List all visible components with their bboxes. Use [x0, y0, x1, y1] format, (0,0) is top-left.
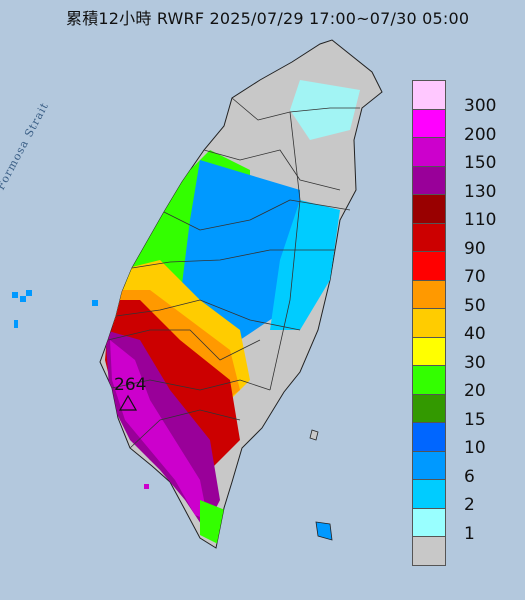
legend-label: 20 — [464, 381, 486, 401]
rainfall-overlay — [105, 80, 360, 545]
orchid-island — [315, 521, 333, 541]
legend-swatch — [412, 80, 446, 110]
legend-label: 70 — [464, 267, 486, 287]
legend-label: 15 — [464, 409, 486, 430]
legend-swatch — [412, 422, 446, 452]
legend-label: 30 — [464, 352, 486, 373]
legend-swatch — [412, 222, 446, 253]
legend-swatch — [412, 536, 446, 566]
legend-label: 1 — [464, 523, 475, 544]
peak-rain-value: 264 — [114, 375, 147, 395]
legend-swatch — [412, 251, 446, 281]
rain-zone-south-magenta — [110, 340, 208, 520]
legend-swatch — [412, 336, 446, 367]
legend-swatch — [412, 507, 446, 538]
legend-swatch — [412, 393, 446, 424]
legend-swatch — [412, 194, 446, 224]
legend-swatch — [412, 165, 446, 196]
legend-label: 150 — [464, 153, 497, 173]
legend-label: 10 — [464, 438, 486, 458]
rain-zone-central-blue — [180, 160, 300, 340]
rain-zone-far-south-green — [200, 500, 225, 545]
legend-label: 50 — [464, 295, 486, 316]
legend-label: 300 — [464, 96, 497, 116]
legend-label: 130 — [464, 181, 497, 202]
rain-zone-north-light — [290, 80, 360, 140]
legend-swatch — [412, 479, 446, 509]
map-title: 累積12小時 RWRF 2025/07/29 17:00~07/30 05:00 — [66, 9, 470, 28]
peak-rain-marker — [118, 394, 138, 411]
legend-label: 40 — [464, 324, 486, 344]
legend-swatch — [412, 365, 446, 395]
legend-swatch — [412, 279, 446, 310]
legend-label: 200 — [464, 124, 497, 145]
legend-label: 6 — [464, 466, 475, 487]
green-island — [309, 429, 319, 441]
legend-swatch — [412, 137, 446, 167]
rain-zone-east-cyan — [270, 200, 340, 330]
liuqiu-island — [144, 484, 149, 489]
legend-swatch — [412, 308, 446, 338]
legend-label: 2 — [464, 495, 475, 515]
legend-swatch — [412, 450, 446, 481]
penghu-islands — [12, 290, 98, 328]
legend-label: 90 — [464, 238, 486, 259]
legend-label: 110 — [464, 210, 497, 230]
county-boundaries — [107, 97, 360, 449]
legend-swatch — [412, 108, 446, 139]
